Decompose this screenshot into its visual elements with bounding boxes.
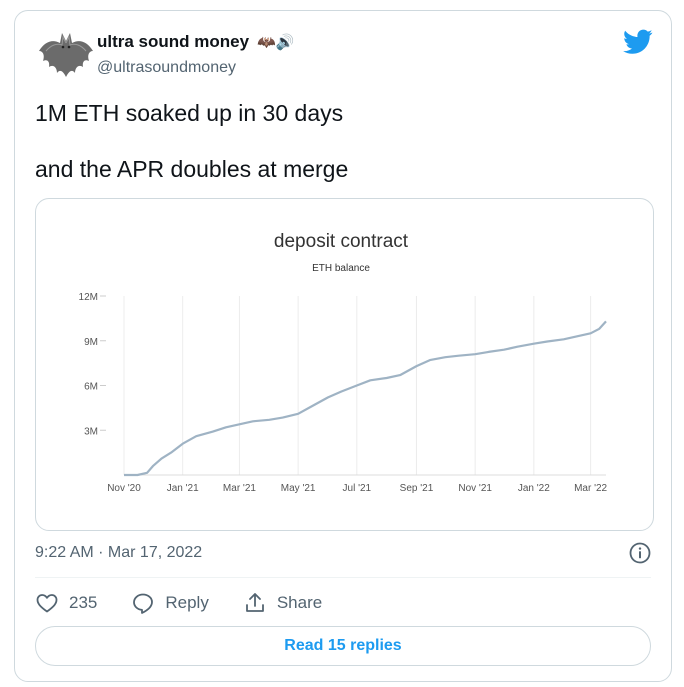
line-chart: deposit contract ETH balance 3M 6M 9M 12M N… (79, 231, 608, 494)
y-tick-label: 12M (79, 292, 98, 303)
x-tick-label: Jul '21 (343, 483, 372, 494)
name-emojis: 🦇🔊 (257, 34, 295, 51)
chart-subtitle: ETH balance (312, 263, 370, 274)
info-icon[interactable] (629, 542, 651, 564)
chart-card[interactable]: deposit contract ETH balance 3M 6M 9M 12M N… (35, 198, 654, 531)
reply-button[interactable]: Reply (131, 591, 209, 615)
x-tick-label: May '21 (281, 483, 316, 494)
like-button[interactable]: 235 (35, 591, 97, 615)
x-tick-label: Nov '21 (458, 483, 492, 494)
author-handle[interactable]: @ultrasoundmoney (97, 59, 236, 76)
twitter-bird-icon[interactable] (623, 29, 653, 55)
share-label: Share (276, 593, 323, 612)
like-count: 235 (69, 593, 98, 612)
x-tick-label: Mar '21 (223, 483, 256, 494)
tweet-actions: 235 Reply Share (35, 591, 356, 615)
share-icon (245, 593, 264, 612)
x-tick-label: Jan '22 (518, 483, 550, 494)
author-display-name[interactable]: ultra sound money (97, 32, 250, 51)
x-tick-label: Mar '22 (574, 483, 607, 494)
share-button[interactable]: Share (243, 591, 322, 615)
tweet-timestamp[interactable]: 9:22 AM · Mar 17, 2022 (35, 544, 203, 561)
x-tick-label: Jan '21 (167, 483, 199, 494)
x-tick-label: Sep '21 (400, 483, 434, 494)
series-line-eth-balance (124, 320, 607, 477)
x-tick-label: Nov '20 (107, 483, 141, 494)
tweet-card: ultra sound money 🦇🔊 @ultrasoundmoney 1M… (14, 10, 672, 682)
divider (35, 577, 651, 578)
y-tick-label: 9M (84, 337, 98, 348)
chart-title: deposit contract (274, 231, 409, 252)
tweet-text: 1M ETH soaked up in 30 days and the APR … (35, 100, 349, 182)
y-tick-label: 6M (84, 382, 98, 393)
y-tick-label: 3M (84, 426, 98, 437)
reply-label: Reply (165, 593, 209, 612)
bat-icon[interactable] (35, 31, 97, 85)
read-replies-button[interactable]: Read 15 replies (35, 626, 651, 666)
heart-icon (36, 594, 58, 613)
reply-icon (133, 593, 154, 614)
